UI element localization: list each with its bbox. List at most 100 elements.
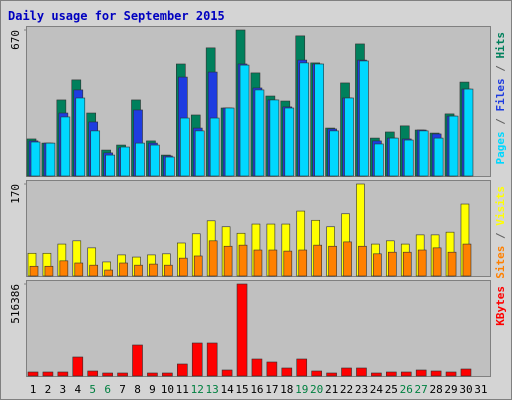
bar (447, 251, 457, 277)
legend-entry: Pages (494, 131, 507, 164)
y-tick-label: 170 (9, 184, 22, 204)
legend-entry: Files (494, 78, 507, 111)
bar (193, 255, 203, 277)
bar (104, 269, 113, 277)
x-tick-label: 6 (104, 383, 111, 396)
bar (75, 97, 86, 177)
x-tick-label: 11 (176, 383, 189, 396)
bar (72, 356, 84, 377)
bar (59, 260, 69, 277)
bar (102, 372, 113, 377)
bar (386, 371, 397, 377)
bar (311, 370, 322, 377)
bar (105, 154, 115, 177)
bar (284, 107, 295, 177)
x-tick-label: 23 (355, 383, 368, 396)
x-tick-label: 17 (265, 383, 278, 396)
x-tick-label: 18 (280, 383, 293, 396)
legend: KBytes (494, 286, 507, 326)
bar (238, 244, 248, 277)
bar (417, 249, 427, 277)
legend: Sites / Visits (494, 186, 507, 279)
y-tick-label: 670 (9, 30, 22, 50)
x-tick-label: 31 (474, 383, 487, 396)
bar (87, 370, 99, 377)
bar (162, 372, 173, 377)
x-tick-label: 9 (149, 383, 156, 396)
bar (132, 344, 143, 377)
bar (314, 63, 324, 177)
x-tick-label: 7 (119, 383, 126, 396)
x-tick-label: 13 (206, 383, 219, 396)
x-tick-label: 27 (415, 383, 428, 396)
bar (343, 241, 352, 277)
x-tick-label: 28 (429, 383, 442, 396)
bar (358, 245, 367, 277)
bar (236, 283, 248, 377)
bar (329, 130, 339, 177)
bar (445, 371, 457, 377)
bar (209, 117, 220, 177)
bar (415, 369, 427, 377)
x-tick-label: 4 (74, 383, 81, 396)
x-tick-label: 14 (220, 383, 234, 396)
bar (177, 363, 188, 377)
bar (117, 372, 128, 377)
bar (191, 342, 203, 377)
bar (432, 247, 442, 277)
bar (403, 139, 414, 177)
bar (135, 142, 145, 177)
x-tick-label: 16 (250, 383, 263, 396)
bar (328, 245, 337, 277)
bar (27, 371, 39, 377)
x-tick-label: 26 (400, 383, 413, 396)
legend-separator: / (494, 112, 507, 132)
legend-entry: Sites (494, 246, 507, 279)
bar (147, 372, 158, 377)
bar (373, 253, 382, 277)
bar (281, 367, 293, 377)
bar (356, 367, 367, 377)
bar (221, 369, 233, 377)
bar (266, 361, 278, 377)
bar (359, 60, 369, 177)
bar (120, 146, 130, 177)
bar (206, 342, 218, 377)
bar (208, 240, 218, 277)
bar (42, 371, 54, 377)
bar (418, 130, 429, 177)
bar (224, 107, 235, 177)
legend-entry: KBytes (494, 286, 507, 326)
bar (74, 262, 84, 277)
x-tick-label: 20 (310, 383, 323, 396)
legend-entry: Hits (494, 32, 507, 59)
legend-separator: / (494, 59, 507, 79)
bar (283, 250, 293, 277)
bar (400, 371, 412, 377)
bar (253, 249, 263, 277)
bar (298, 249, 308, 277)
x-tick-label: 8 (134, 383, 141, 396)
bar (433, 137, 444, 177)
bar (89, 264, 99, 277)
x-tick-label: 24 (370, 383, 384, 396)
bar (268, 249, 278, 277)
bar (29, 265, 39, 277)
bar (341, 367, 352, 377)
bar (44, 265, 54, 277)
x-tick-label: 15 (235, 383, 248, 396)
x-tick-label: 1 (30, 383, 37, 396)
bar (251, 358, 263, 377)
bar (326, 372, 337, 377)
x-tick-label: 5 (89, 383, 96, 396)
bar (462, 243, 472, 277)
bar (239, 64, 250, 177)
bar (430, 370, 442, 377)
bar (388, 251, 397, 277)
bar (164, 264, 173, 277)
bar (313, 244, 322, 277)
bar (402, 251, 412, 277)
chart-title: Daily usage for September 2015 (8, 9, 225, 23)
x-tick-label: 3 (60, 383, 67, 396)
x-tick-label: 19 (295, 383, 308, 396)
